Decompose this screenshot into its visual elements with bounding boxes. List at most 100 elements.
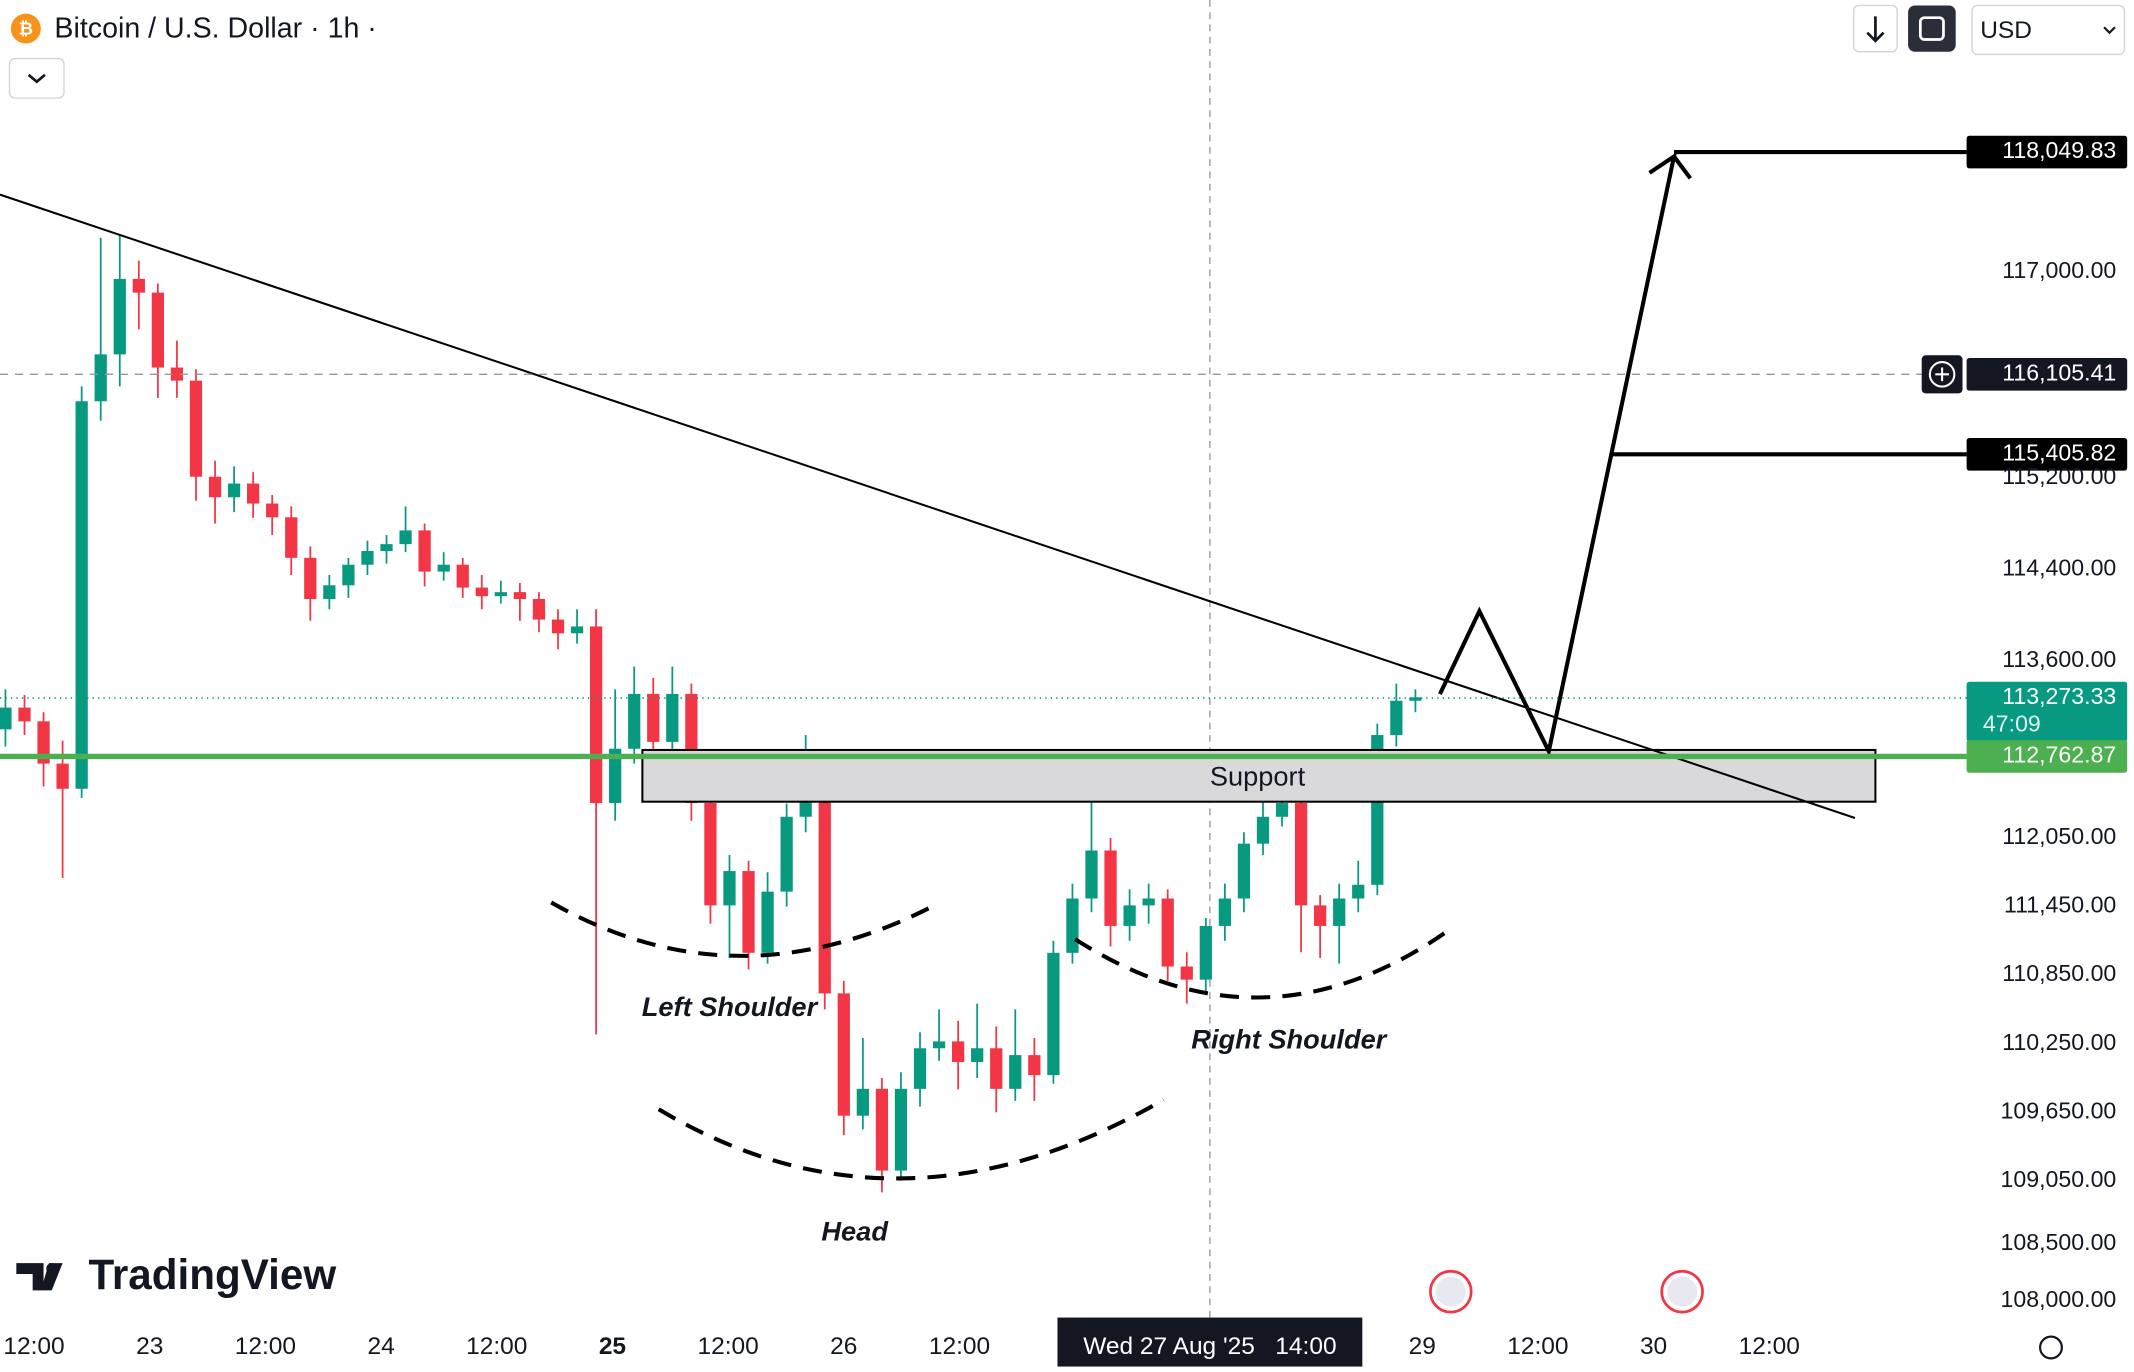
candle-body	[266, 503, 279, 518]
y-tick-label: 110,250.00	[2002, 1029, 2116, 1055]
candle-body	[666, 693, 679, 742]
candle-body	[475, 587, 488, 597]
left-shoulder-arc	[550, 900, 934, 958]
candle-body	[723, 871, 736, 906]
candle-body	[818, 789, 831, 994]
candle-body	[18, 707, 31, 722]
candle-body	[589, 626, 603, 804]
price-tag-label: 116,105.41	[2002, 359, 2116, 385]
candle-body	[1314, 905, 1327, 926]
candle-body	[170, 367, 184, 381]
y-tick-label: 109,650.00	[2001, 1097, 2117, 1123]
candle-body	[913, 1048, 927, 1089]
candle-body	[437, 564, 450, 572]
replay-button[interactable]	[1908, 5, 1956, 52]
currency-select[interactable]	[1971, 4, 2126, 56]
currency: USD	[1980, 17, 2032, 44]
candle-body	[932, 1041, 946, 1049]
chevron	[27, 73, 46, 84]
candle-body	[761, 891, 774, 953]
add-icon	[1928, 361, 1956, 388]
x-tick-label: 23	[136, 1333, 163, 1360]
candle-body	[875, 1088, 889, 1171]
candle-body	[189, 380, 203, 477]
candle-body	[1352, 884, 1365, 899]
x-tick-label: 12:00	[697, 1333, 758, 1360]
candle-body	[1161, 898, 1174, 967]
candle-body	[647, 693, 660, 742]
head-label: Head	[821, 1215, 889, 1246]
logo-mark	[46, 1263, 58, 1274]
candle-body	[704, 803, 717, 906]
btc-icon	[10, 13, 41, 44]
price-tag	[1966, 357, 2128, 391]
candle-body	[971, 1048, 984, 1062]
download-icon	[1866, 16, 1885, 43]
y-tick-label: 109,050.00	[2001, 1166, 2117, 1192]
y-tick-label: 114,400.00	[2002, 554, 2116, 580]
head-arc	[657, 1098, 1165, 1181]
candle-body	[1218, 898, 1231, 926]
candle-body	[1275, 803, 1289, 817]
candle-body	[951, 1041, 965, 1062]
flag	[1667, 1276, 1698, 1307]
price-tag	[1966, 135, 2128, 169]
price-tag-label: 118,049.83	[2002, 137, 2116, 163]
x-tick-label: 30	[1640, 1333, 1667, 1360]
candle-body	[247, 483, 260, 504]
left-shoulder-label: Left Shoulder	[642, 991, 819, 1022]
add-icon	[1935, 367, 1949, 382]
candle-body	[1066, 898, 1079, 953]
candle-body	[1409, 697, 1422, 701]
collapse-button[interactable]	[8, 57, 65, 99]
candle-body	[227, 483, 241, 498]
candle-body	[132, 278, 145, 293]
y-tick-label: 112,050.00	[2002, 823, 2116, 849]
candle-body	[208, 476, 222, 498]
right-shoulder-arc	[1074, 925, 1455, 1000]
x-tick-label: 29	[1409, 1333, 1436, 1360]
x-tick-label: 12:00	[1507, 1333, 1568, 1360]
candle-body	[1333, 898, 1346, 926]
projection-path	[1438, 152, 1692, 758]
candle-body	[418, 530, 431, 572]
y-tick-label: 115,200.00	[2002, 463, 2116, 489]
candle-body	[856, 1088, 869, 1116]
candle-body	[323, 585, 336, 600]
x-tick-label: 26	[830, 1333, 857, 1360]
flag	[1435, 1276, 1466, 1307]
y-tick-label: 117,000.00	[2002, 257, 2116, 283]
candle-body	[551, 619, 565, 634]
candle-body	[151, 292, 164, 368]
candle-body	[990, 1048, 1003, 1089]
x-tick-label: 25	[599, 1333, 626, 1360]
replay-icon	[1918, 16, 1945, 41]
candle-body	[380, 544, 393, 551]
candle-body	[609, 748, 622, 804]
candle-body	[1123, 905, 1136, 926]
candle-body	[75, 401, 88, 789]
candle-body	[1180, 966, 1193, 980]
price-tag	[1966, 681, 2128, 742]
crosshair-time-label: Wed 27 Aug '25 14:00	[1083, 1333, 1336, 1360]
candle-body	[780, 816, 793, 892]
candle-body	[0, 707, 12, 730]
candle-body	[113, 278, 126, 355]
right-shoulder-label: Right Shoulder	[1191, 1023, 1387, 1054]
trendline	[0, 193, 1856, 819]
y-tick-label: 110,850.00	[2002, 960, 2116, 986]
candle-body	[837, 993, 850, 1116]
candle-body	[1256, 816, 1270, 844]
countdown: 47:09	[1983, 710, 2041, 736]
candle-body	[1390, 700, 1403, 736]
x-tick-label: 12:00	[235, 1333, 296, 1360]
candle-body	[894, 1088, 908, 1171]
candle-body	[1294, 803, 1308, 906]
candle-body	[285, 517, 298, 558]
settings-icon[interactable]	[2039, 1335, 2063, 1360]
btc-icon-glyph: ₿	[19, 19, 33, 39]
support-label: Support	[1210, 761, 1306, 792]
